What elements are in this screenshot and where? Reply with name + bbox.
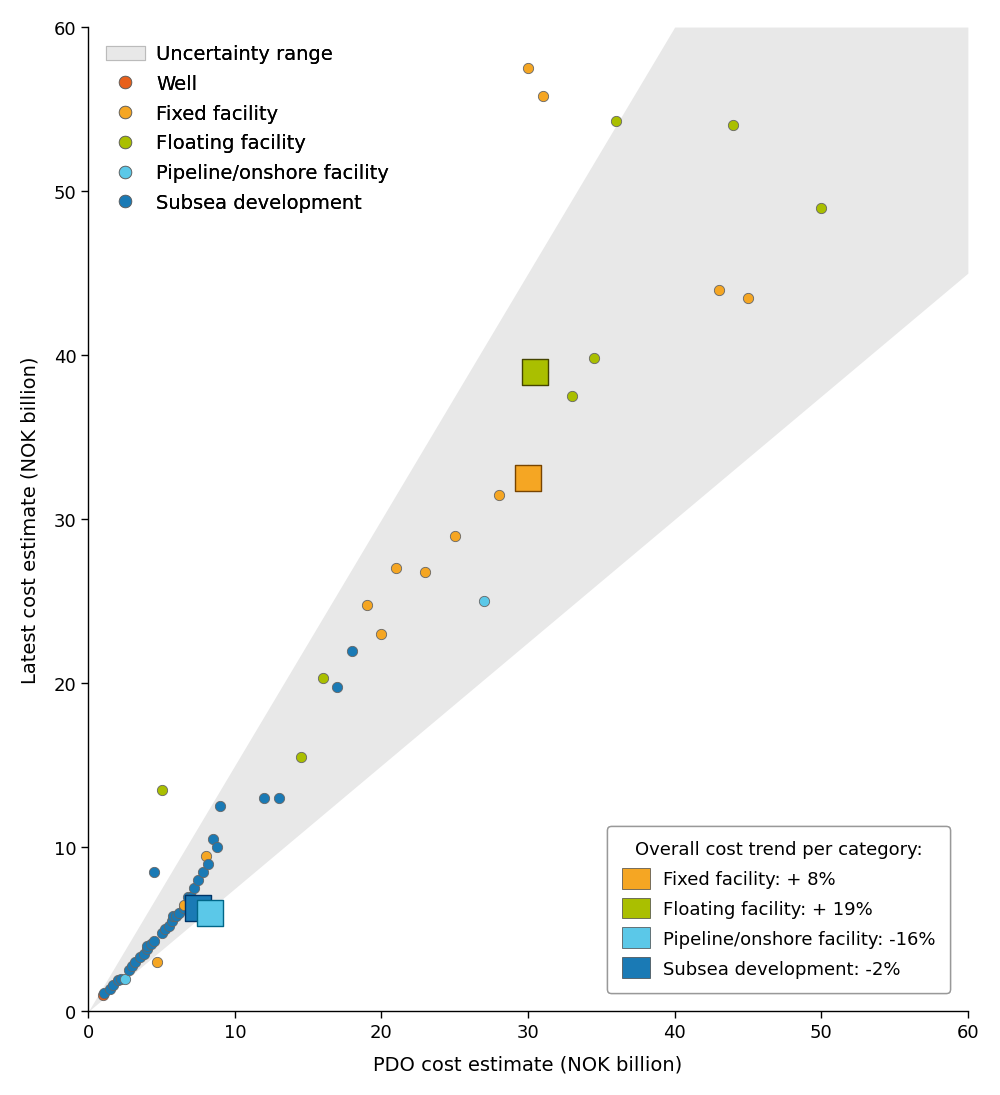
Point [740, 289, 756, 307]
Point [154, 782, 170, 799]
Point [212, 798, 228, 816]
Point [527, 364, 543, 381]
Point [388, 561, 404, 578]
Y-axis label: Latest cost estimate (NOK billion): Latest cost estimate (NOK billion) [21, 356, 40, 683]
Point [127, 954, 143, 971]
Point [176, 896, 192, 913]
Point [149, 954, 165, 971]
Point [143, 935, 159, 953]
Point [520, 462, 536, 480]
Point [535, 88, 551, 105]
Point [171, 904, 187, 922]
Point [200, 855, 216, 873]
Point [132, 948, 148, 966]
Point [139, 941, 155, 958]
Point [180, 888, 196, 906]
Point [157, 921, 173, 938]
Point [359, 596, 375, 613]
Point [95, 987, 111, 1004]
Point [344, 642, 360, 659]
Point [329, 678, 345, 695]
Point [96, 984, 112, 1002]
Point [293, 749, 309, 766]
Point [202, 904, 218, 922]
Point [121, 961, 137, 979]
Legend: Fixed facility: + 8%, Floating facility: + 19%, Pipeline/onshore facility: -16%,: Fixed facility: + 8%, Floating facility:… [607, 827, 950, 993]
Point [110, 971, 126, 989]
Point [146, 932, 162, 949]
Point [113, 970, 129, 988]
Point [535, 364, 551, 381]
Point [168, 908, 184, 925]
Point [608, 113, 624, 130]
Point [102, 980, 118, 998]
Point [190, 899, 206, 917]
Point [271, 789, 287, 807]
Point [136, 945, 152, 963]
Point [195, 864, 211, 881]
Point [161, 918, 177, 935]
Point [139, 937, 155, 955]
Point [186, 879, 202, 897]
Point [198, 848, 214, 865]
Point [564, 388, 580, 405]
Point [205, 831, 221, 849]
Point [183, 888, 199, 906]
Point [117, 970, 133, 988]
Point [725, 117, 741, 135]
Point [476, 592, 492, 610]
Point [711, 281, 727, 299]
Point [256, 789, 272, 807]
Point [373, 625, 389, 643]
Point [146, 864, 162, 881]
Point [520, 470, 536, 487]
Point [124, 957, 140, 975]
X-axis label: PDO cost estimate (NOK billion): PDO cost estimate (NOK billion) [373, 1056, 683, 1074]
Point [164, 912, 180, 930]
Point [491, 486, 507, 504]
Point [417, 564, 433, 581]
Point [105, 977, 121, 994]
Point [176, 899, 192, 917]
Point [209, 839, 225, 856]
Point [813, 199, 829, 217]
Point [165, 908, 181, 925]
Point [315, 670, 331, 688]
Point [586, 350, 602, 368]
Point [190, 872, 206, 889]
Point [447, 528, 463, 545]
Point [154, 924, 170, 942]
Point [520, 60, 536, 78]
